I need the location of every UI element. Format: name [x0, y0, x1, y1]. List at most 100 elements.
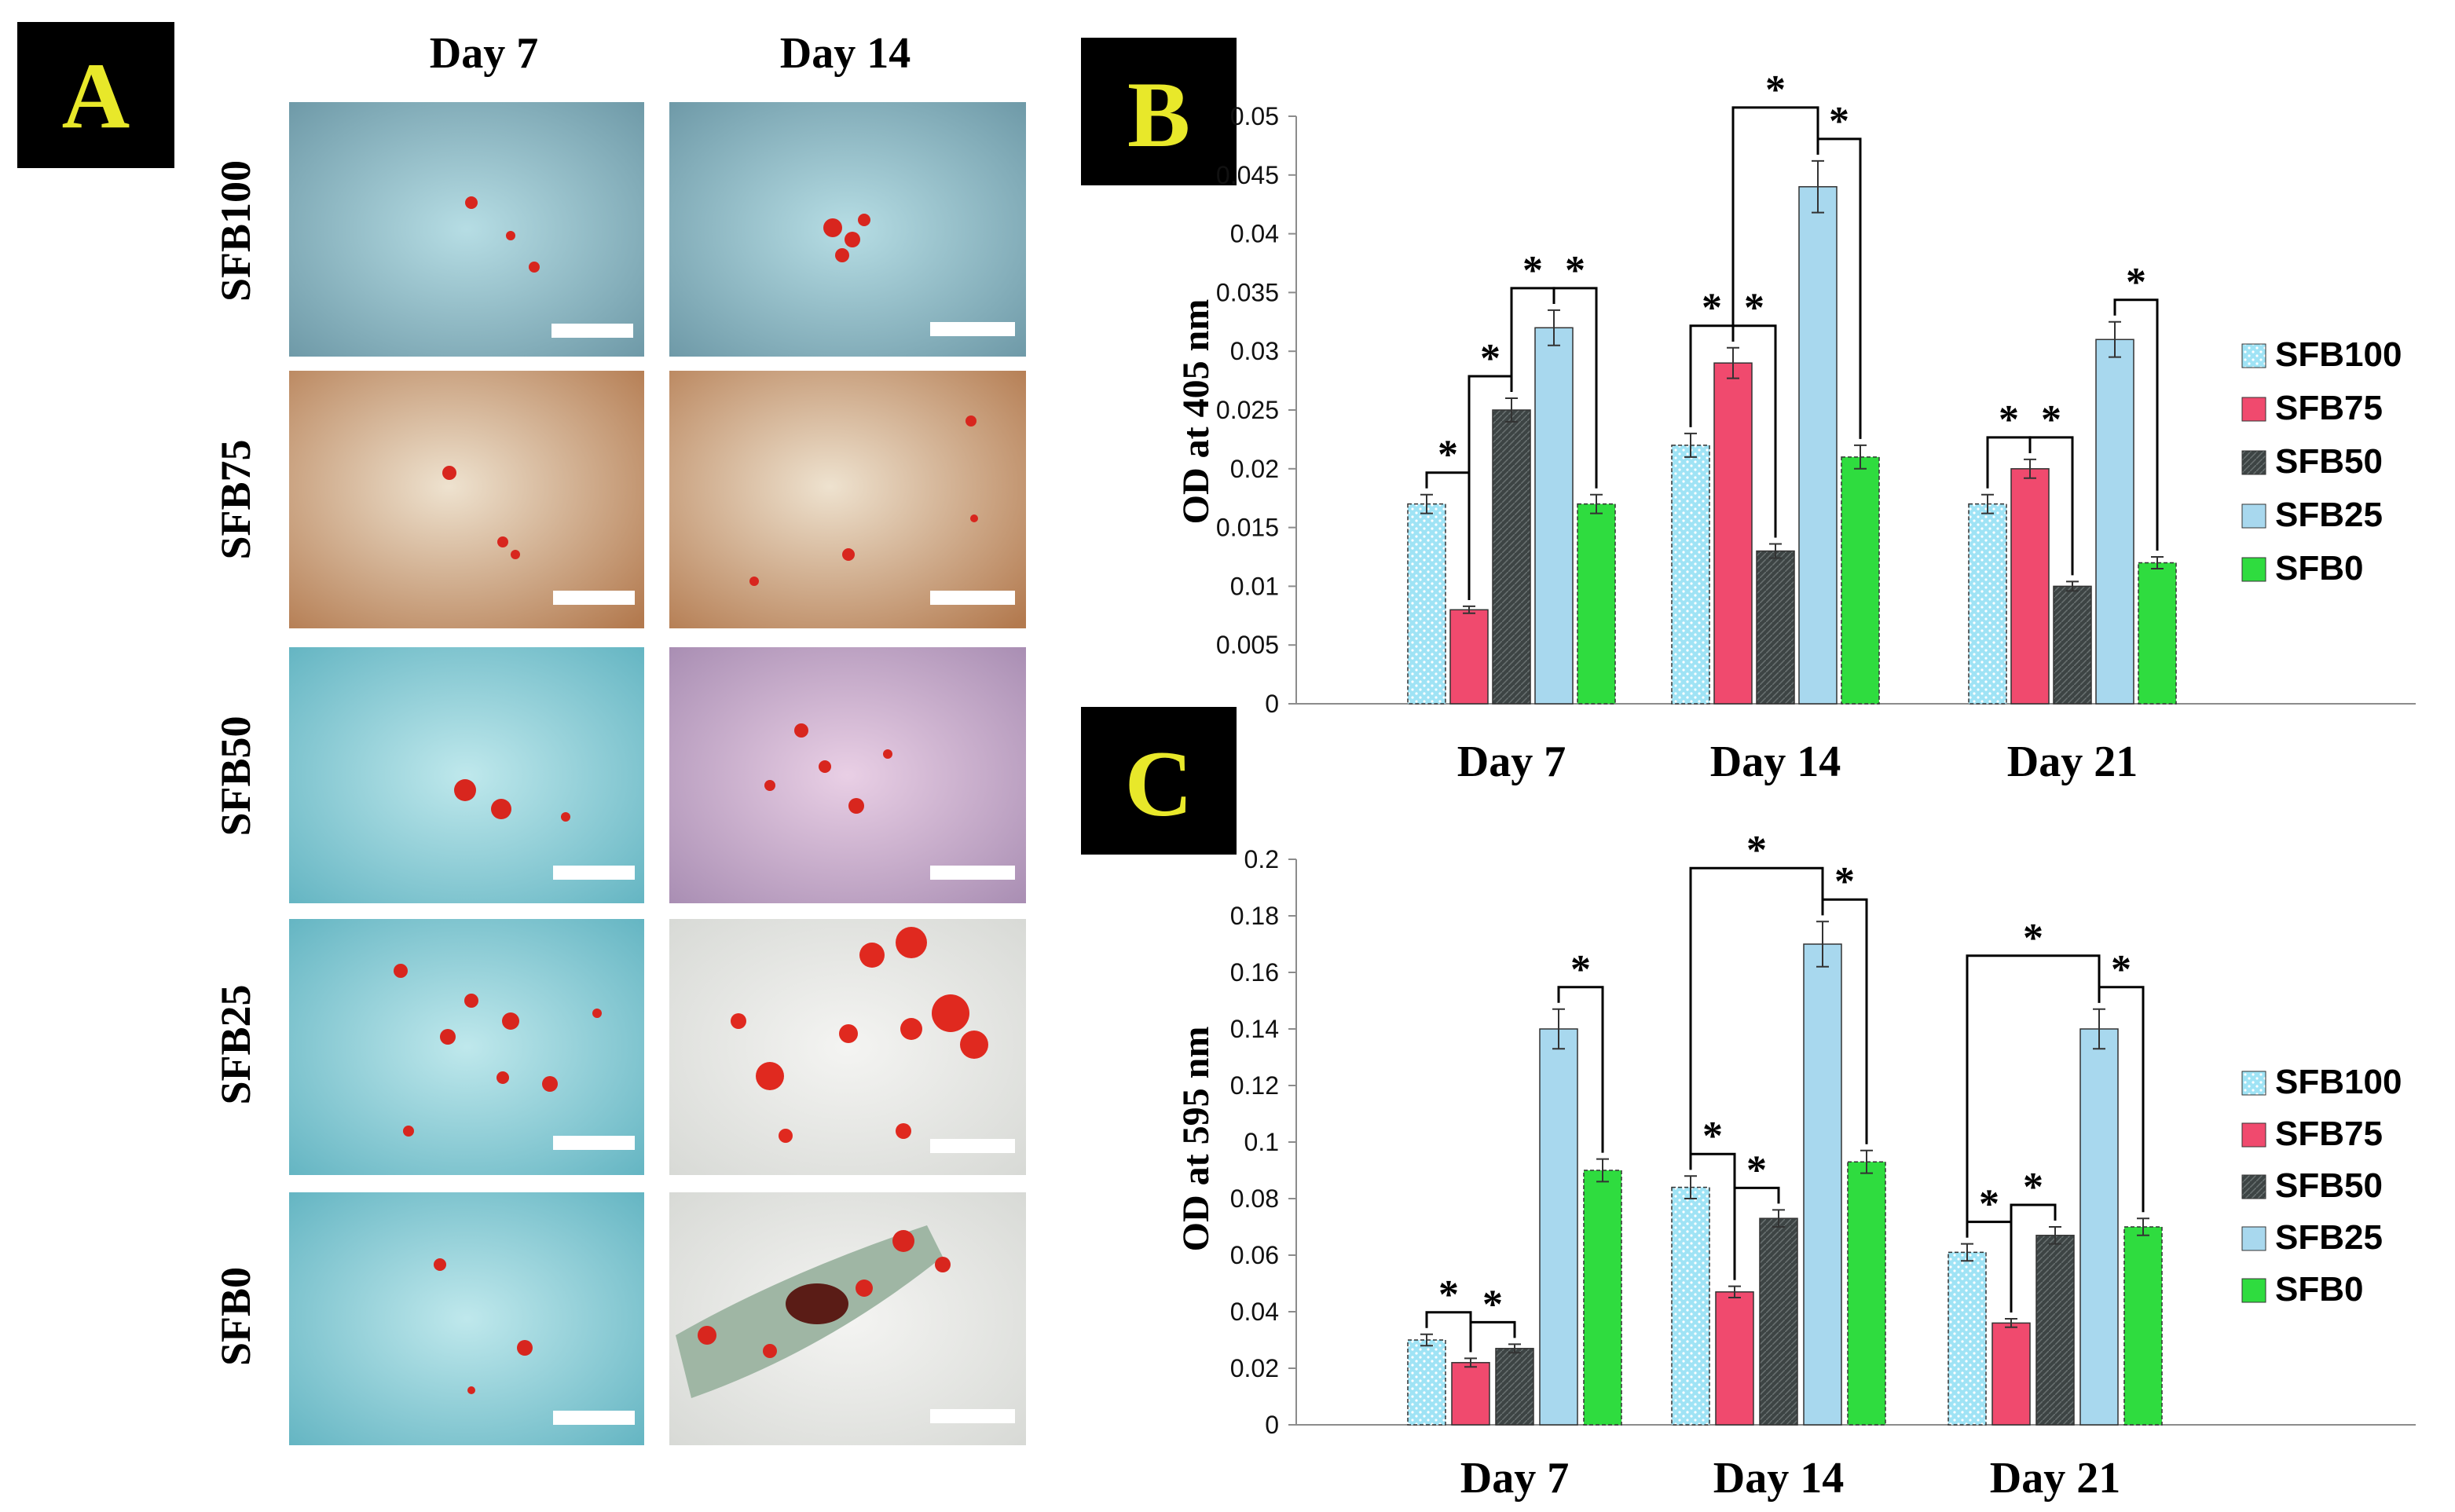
significance-star: *: [1979, 1182, 1999, 1227]
category-label: Day 7: [1460, 1454, 1569, 1503]
significance-star: *: [1480, 336, 1500, 381]
y-tick-label: 0.1: [1244, 1128, 1279, 1156]
scale-bar: [553, 591, 635, 605]
significance-star: *: [2041, 397, 2061, 442]
chart-c: C OD at 595 nm 00.020.040.060.080.10.120…: [1081, 707, 2416, 1503]
bar-sfb0-day7: [1577, 503, 1616, 705]
y-tick-label: 0: [1265, 1411, 1279, 1439]
row-label-sfb25: SFB25: [212, 984, 259, 1104]
legend-swatch-sfb75: [2241, 1122, 2266, 1148]
significance-star: *: [1522, 248, 1543, 293]
scale-bar: [930, 866, 1015, 880]
chart-c-legend: SFB100 SFB75 SFB50 SFB25 SFB0: [2241, 1063, 2402, 1309]
y-tick-label: 0.005: [1216, 631, 1279, 659]
scale-bar: [553, 1136, 635, 1150]
significance-bracket: [2028, 436, 2074, 576]
category-label: Day 14: [1713, 1454, 1844, 1503]
chart-b: B OD at 405 nm 00.0050.010.0150.020.0250…: [1081, 38, 2416, 786]
legend-swatch-sfb25: [2241, 1226, 2266, 1251]
bar-sfb25-day7: [1539, 1028, 1578, 1426]
y-tick-label: 0.035: [1216, 278, 1279, 306]
chart-b-ylabel: OD at 405 nm: [1175, 299, 1217, 525]
y-tick-label: 0.02: [1230, 455, 1279, 483]
error-bar: [2049, 1226, 2061, 1245]
error-bar: [1684, 432, 1697, 458]
panel-b-tag: B: [1081, 38, 1237, 185]
scale-bar: [551, 324, 633, 338]
bar-sfb75-day7: [1451, 1362, 1490, 1426]
y-tick-label: 0.06: [1230, 1241, 1279, 1269]
y-tick-label: 0.18: [1230, 902, 1279, 930]
category-label: Day 21: [2007, 738, 2138, 786]
y-tick-label: 0.04: [1230, 1298, 1279, 1326]
error-bar: [1854, 444, 1867, 470]
y-tick-label: 0.04: [1230, 220, 1279, 248]
bar-sfb0-day14: [1847, 1161, 1886, 1426]
legend-swatch-sfb50: [2241, 450, 2266, 475]
significance-star: *: [1438, 1272, 1459, 1317]
y-tick-label: 0.02: [1230, 1354, 1279, 1382]
y-tick-label: 0.01: [1230, 572, 1279, 600]
significance-star: *: [1482, 1282, 1503, 1327]
significance-star: *: [1702, 1114, 1723, 1159]
bar-sfb75-day14: [1713, 362, 1753, 705]
chart-c-ylabel: OD at 595 nm: [1175, 1027, 1217, 1252]
chart-b-categories: Day 7 Day 14 Day 21: [1457, 738, 2138, 786]
significance-star: *: [1702, 286, 1722, 331]
y-tick-label: 0.015: [1216, 514, 1279, 542]
error-bar: [2093, 1008, 2105, 1050]
category-label: Day 21: [1990, 1454, 2120, 1503]
error-bar: [2024, 458, 2036, 479]
bar-sfb75-day7: [1449, 609, 1489, 705]
significance-star: *: [1746, 1148, 1767, 1192]
legend-label-sfb100: SFB100: [2275, 335, 2402, 374]
bar-sfb0-day21: [2138, 562, 2177, 705]
significance-star: *: [1438, 433, 1458, 478]
error-bar: [1816, 921, 1829, 968]
bar-sfb25-day21: [2079, 1028, 2119, 1426]
error-bar: [1860, 1149, 1873, 1174]
error-bar: [1505, 397, 1518, 423]
bar-sfb25-day14: [1803, 943, 1842, 1426]
error-bar: [1590, 493, 1603, 514]
bar-sfb25-day21: [2095, 339, 2134, 705]
panel-b-tag-text: B: [1127, 62, 1190, 167]
error-bar: [2151, 556, 2164, 569]
significance-star: *: [2111, 947, 2131, 992]
significance-bracket: [1821, 898, 1868, 1144]
micrograph-sfb100-day14: [669, 102, 1026, 357]
micrograph-sfb100-day7: [289, 102, 644, 357]
bar-sfb25-day7: [1534, 327, 1574, 705]
column-label-day7: Day 7: [430, 29, 538, 78]
legend-label-sfb0: SFB0: [2275, 1270, 2363, 1309]
bar-sfb50-day21: [2053, 585, 2092, 705]
chart-b-yticks: 0 0.005 0.01 0.015 0.02 0.025 0.03 0.035 0.04 0.0…: [1216, 102, 1296, 718]
significance-bracket: [1966, 954, 2101, 1238]
bar-sfb100-day21: [1968, 503, 2007, 705]
scale-bar: [930, 1409, 1015, 1423]
legend-label-sfb100: SFB100: [2275, 1063, 2402, 1101]
error-bar: [1684, 1175, 1697, 1199]
y-tick-label: 0.2: [1244, 845, 1279, 873]
bar-sfb75-day21: [2010, 468, 2050, 705]
category-label: Day 7: [1457, 738, 1566, 786]
chart-c-categories: Day 7 Day 14 Day 21: [1460, 1454, 2120, 1503]
y-tick-label: 0: [1265, 690, 1279, 718]
scale-bar: [930, 322, 1015, 336]
bar-sfb100-day7: [1407, 1339, 1446, 1426]
error-bar: [1464, 1357, 1477, 1368]
legend-label-sfb50: SFB50: [2275, 442, 2383, 481]
bar-sfb100-day7: [1407, 503, 1446, 705]
significance-star: *: [1565, 248, 1585, 293]
error-bar: [1420, 1333, 1433, 1347]
chart-c-yticks: 0 0.02 0.04 0.06 0.08 0.1 0.12 0.14 0.16 0.18 0.2: [1230, 845, 1296, 1439]
y-tick-label: 0.14: [1230, 1015, 1279, 1043]
chart-c-bars: [1407, 921, 2163, 1426]
row-label-sfb50: SFB50: [212, 716, 259, 836]
bar-sfb50-day14: [1756, 550, 1795, 705]
error-bar: [2005, 1318, 2017, 1328]
bar-sfb100-day14: [1671, 445, 1710, 705]
y-tick-label: 0.045: [1216, 161, 1279, 189]
row-label-sfb100: SFB100: [212, 160, 259, 302]
legend-label-sfb25: SFB25: [2275, 1218, 2383, 1257]
